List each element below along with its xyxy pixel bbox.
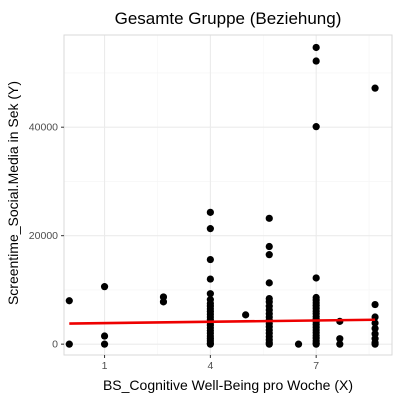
data-point	[265, 279, 273, 287]
data-point	[312, 340, 320, 348]
data-point	[371, 300, 379, 309]
data-point	[206, 225, 214, 233]
data-point	[206, 275, 214, 283]
data-point	[100, 283, 109, 291]
data-point	[371, 340, 379, 348]
data-point	[294, 340, 303, 348]
data-point	[100, 332, 109, 340]
data-point	[265, 251, 273, 259]
data-point	[371, 319, 379, 327]
data-point	[65, 340, 73, 348]
data-point	[371, 324, 379, 333]
data-point	[265, 242, 273, 251]
data-point	[206, 255, 214, 264]
y-axis-title: Screentime_Social.Media in Sek (Y)	[5, 81, 21, 305]
panel-background	[64, 35, 392, 355]
data-point	[100, 340, 109, 348]
panel-border	[63, 34, 393, 356]
data-point	[65, 297, 73, 305]
y-tick-label: 20000	[29, 230, 58, 242]
data-point	[242, 311, 250, 319]
data-point	[371, 84, 379, 92]
y-tick-label: 40000	[29, 122, 58, 134]
data-point	[336, 340, 344, 348]
data-point	[206, 290, 214, 298]
data-point	[206, 208, 214, 216]
data-point	[312, 274, 320, 282]
y-tick-label: 0	[52, 339, 58, 351]
data-point	[265, 214, 273, 222]
data-point	[312, 123, 320, 131]
x-tick-label: 1	[102, 360, 108, 372]
data-point	[206, 340, 214, 348]
x-tick-label: 7	[313, 360, 319, 372]
data-point	[312, 43, 320, 52]
data-point	[265, 340, 273, 348]
data-point	[336, 335, 344, 343]
regression-line	[69, 318, 376, 325]
chart-title: Gesamte Gruppe (Beziehung)	[115, 9, 342, 28]
data-point	[159, 298, 168, 306]
x-tick-label: 4	[207, 360, 213, 372]
data-point	[312, 57, 320, 65]
x-axis-title: BS_Cognitive Well-Being pro Woche (X)	[103, 377, 353, 393]
